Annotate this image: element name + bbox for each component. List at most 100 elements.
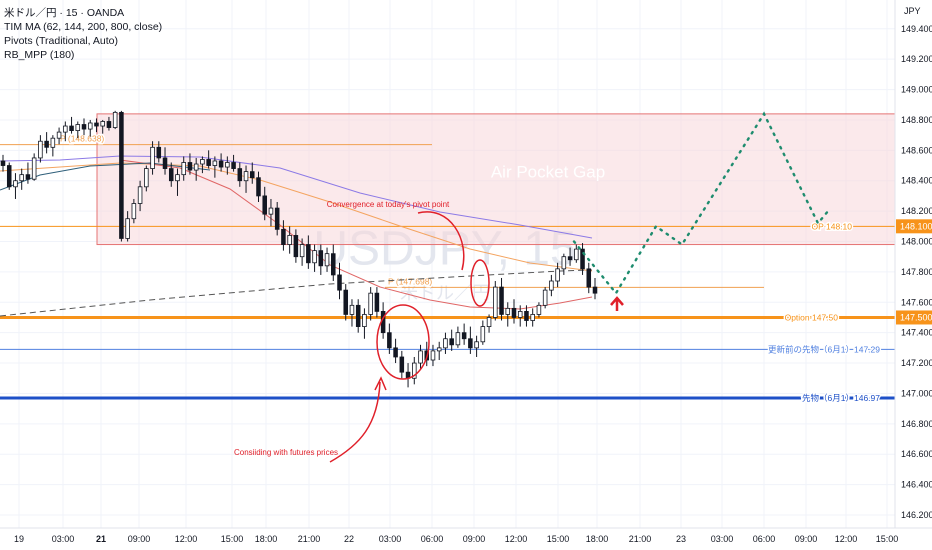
candle[interactable] [293,235,299,258]
candle[interactable] [162,157,168,169]
candle[interactable] [331,253,336,276]
candle[interactable] [19,174,24,182]
price-tag[interactable] [896,310,932,325]
candle[interactable] [436,347,442,352]
candle[interactable] [480,326,486,343]
candle[interactable] [106,121,112,128]
candle[interactable] [592,286,598,294]
candle[interactable] [368,292,373,315]
candle[interactable] [443,338,448,349]
annotation-arrow[interactable] [417,211,465,271]
candle[interactable] [218,160,224,168]
candle[interactable] [567,256,573,261]
indicator-pivots-label[interactable]: Pivots (Traditional, Auto) [4,35,118,47]
candle[interactable] [574,248,579,261]
candle[interactable] [200,159,205,165]
candle[interactable] [63,125,68,133]
gap-zone-rect[interactable] [96,113,896,246]
candle[interactable] [181,162,186,176]
candle[interactable] [144,168,149,188]
candle[interactable] [287,235,292,245]
candle[interactable] [362,314,367,327]
candle[interactable] [343,289,349,315]
candle[interactable] [168,168,174,182]
candle[interactable] [542,289,548,306]
candle[interactable] [536,304,542,315]
candle[interactable] [25,174,31,180]
candle[interactable] [355,304,361,327]
annotation-arrow[interactable] [329,381,381,463]
candle[interactable] [249,171,255,179]
candle[interactable] [87,122,93,130]
candle[interactable] [511,307,517,318]
candle[interactable] [505,307,511,315]
candle[interactable] [119,111,124,239]
annotation-circle[interactable] [470,259,490,307]
candle[interactable] [0,160,6,166]
price-tag[interactable] [896,219,932,234]
candle[interactable] [38,140,43,159]
candle[interactable] [412,362,417,379]
candle[interactable] [268,207,274,215]
candle[interactable] [387,332,392,349]
candle[interactable] [455,332,461,346]
annotation-up-arrow[interactable] [610,296,624,311]
candle[interactable] [131,203,137,220]
candle[interactable] [499,286,504,315]
candle[interactable] [393,347,398,358]
candle[interactable] [13,180,18,188]
candle[interactable] [94,122,99,127]
candle[interactable] [306,244,311,264]
candle[interactable] [493,286,498,318]
candle[interactable] [137,186,143,204]
indicator-ma-label[interactable]: TIM MA (62, 144, 200, 800, close) [4,21,163,33]
annotation-circle[interactable] [376,304,430,380]
candle[interactable] [81,124,87,130]
candle[interactable] [349,304,355,315]
candle[interactable] [156,146,162,159]
candle[interactable] [474,341,479,349]
candle[interactable] [281,228,286,245]
candle[interactable] [225,162,230,168]
symbol-title[interactable]: 米ドル／円 · 15 · OANDA [4,7,125,19]
candle[interactable] [461,332,467,340]
candle[interactable] [468,338,473,349]
candle[interactable] [580,248,585,270]
candle[interactable] [586,268,592,288]
candle[interactable] [524,310,529,321]
candle[interactable] [56,131,62,139]
candle[interactable] [6,165,12,188]
candle[interactable] [187,162,193,171]
candle[interactable] [50,137,56,148]
candle[interactable] [324,253,330,267]
candle[interactable] [31,157,37,180]
candle[interactable] [100,121,105,127]
candle[interactable] [125,218,130,239]
candle[interactable] [517,310,523,318]
candle[interactable] [530,314,535,321]
candle[interactable] [243,171,249,182]
candle[interactable] [299,244,305,258]
candle[interactable] [44,140,49,148]
candle[interactable] [212,160,218,166]
candle[interactable] [69,125,74,131]
candle[interactable] [112,111,118,128]
candle[interactable] [449,338,454,346]
candle[interactable] [175,174,180,182]
candle[interactable] [312,250,317,264]
candle[interactable] [193,163,199,171]
candle[interactable] [150,146,155,169]
candle[interactable] [561,256,567,270]
candle[interactable] [430,350,436,361]
candle[interactable] [337,274,342,291]
candle[interactable] [486,317,492,327]
candle[interactable] [549,280,554,291]
candle[interactable] [555,268,560,282]
forecast-dotted-line[interactable] [572,111,830,296]
candle[interactable] [231,162,236,169]
indicator-rbmpp-label[interactable]: RB_MPP (180) [4,49,75,61]
candle[interactable] [399,356,405,373]
candle[interactable] [274,207,280,230]
candle[interactable] [206,159,211,166]
